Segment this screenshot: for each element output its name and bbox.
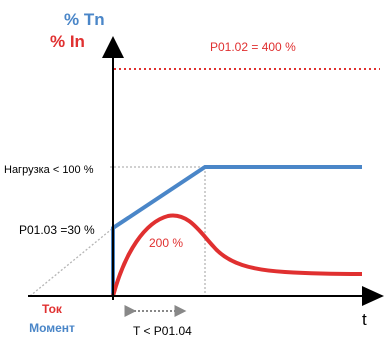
peak-current-label: 200 % <box>149 236 183 250</box>
legend-current: Ток <box>42 302 63 316</box>
torque-curve <box>111 165 362 296</box>
axes <box>28 36 384 306</box>
load-label: Нагрузка < 100 % <box>4 164 94 176</box>
start-torque-guide-line <box>29 227 114 297</box>
time-axis-label: t <box>362 310 367 329</box>
legend-torque: Момент <box>29 321 75 335</box>
tn-axis-label: % Tn <box>64 10 105 29</box>
guide-lines <box>29 68 380 297</box>
time-limit-label: T < P01.04 <box>133 324 192 338</box>
x-axis-arrow <box>362 286 384 306</box>
in-axis-label: % In <box>50 32 85 51</box>
start-torque-label: P01.03 =30 % <box>19 223 95 237</box>
y-axis-arrow <box>102 36 124 58</box>
current-limit-label: P01.02 = 400 % <box>210 40 296 54</box>
current-curve <box>111 213 363 297</box>
